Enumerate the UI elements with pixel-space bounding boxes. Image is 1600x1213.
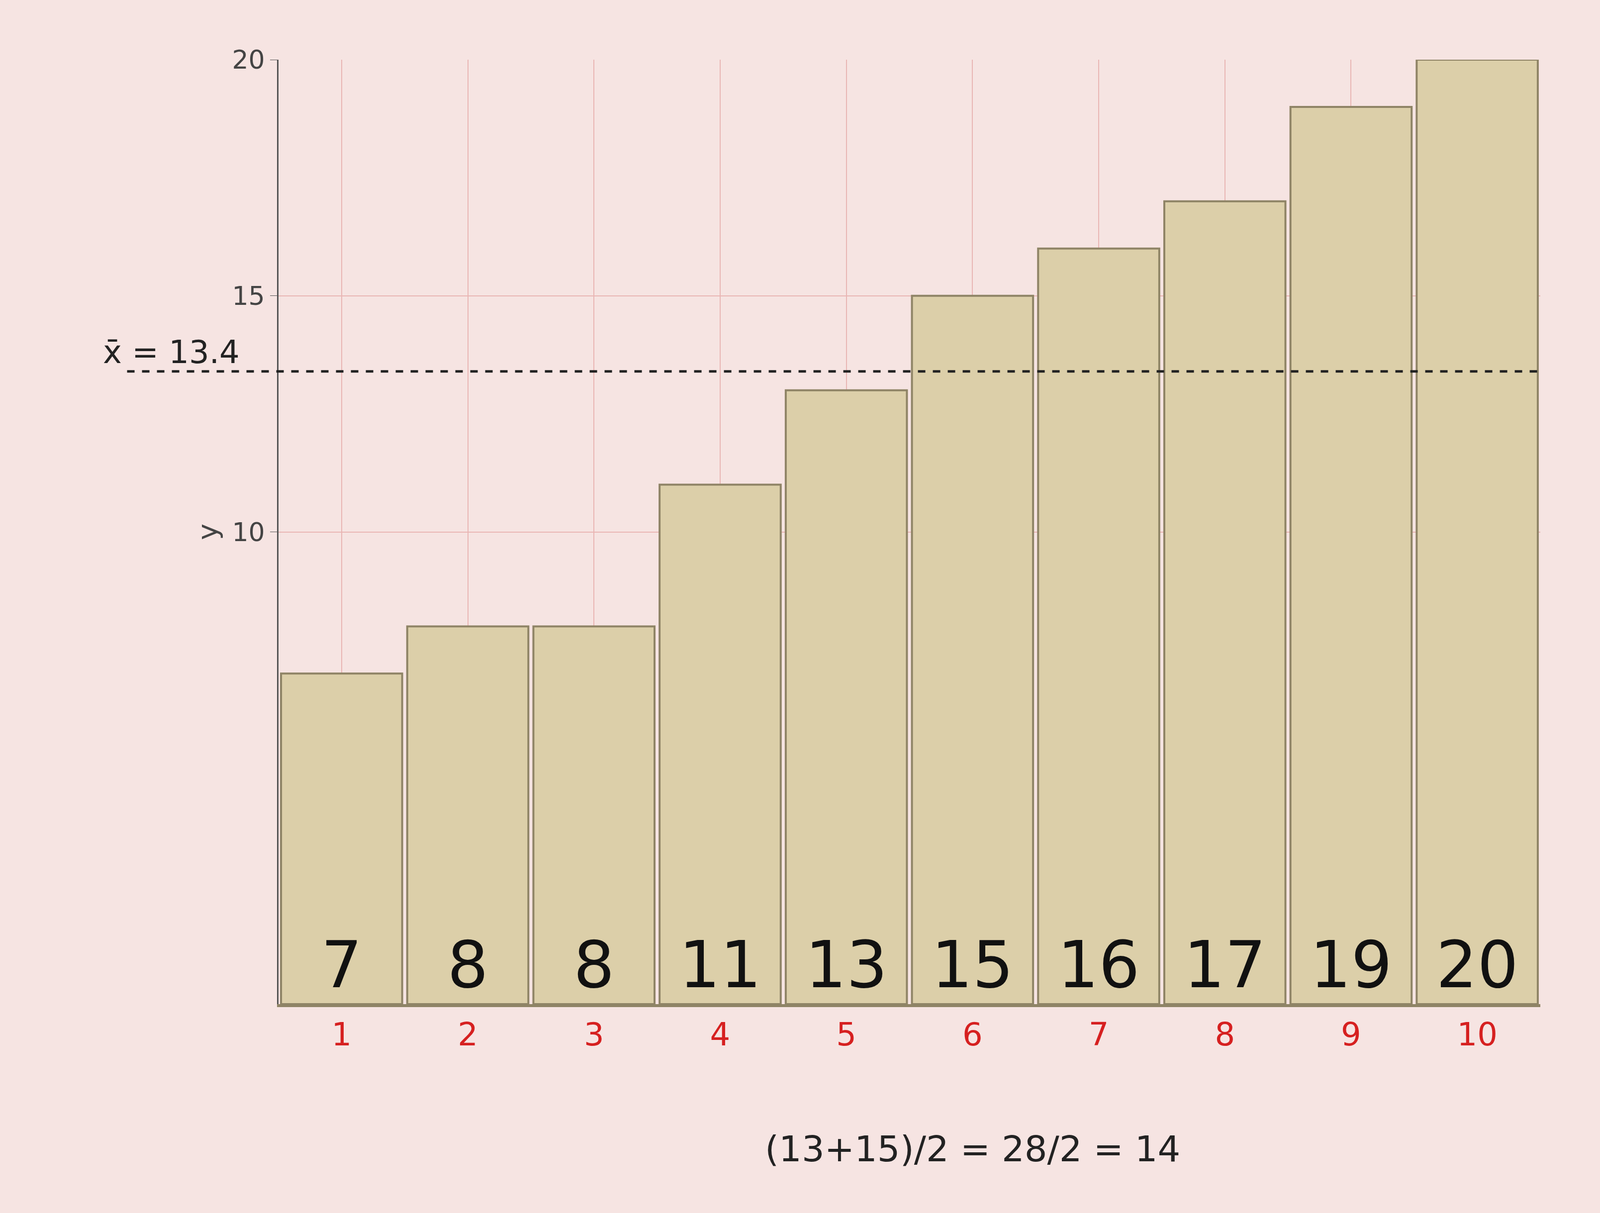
svg-text:19: 19 [1310,927,1393,1003]
svg-text:8: 8 [573,927,615,1003]
svg-text:5: 5 [836,1016,857,1053]
svg-text:y: y [190,523,224,541]
svg-text:7: 7 [1088,1016,1110,1053]
svg-text:7: 7 [320,927,363,1003]
svg-text:15: 15 [931,927,1014,1003]
svg-text:9: 9 [1340,1016,1362,1053]
svg-text:6: 6 [962,1016,983,1053]
svg-text:13: 13 [805,927,888,1003]
svg-text:11: 11 [678,927,761,1003]
svg-text:17: 17 [1183,927,1266,1003]
svg-text:x̄ = 13.4: x̄ = 13.4 [102,333,240,371]
svg-text:4: 4 [710,1016,731,1053]
svg-text:20: 20 [1435,927,1518,1003]
svg-text:3: 3 [583,1016,605,1053]
svg-text:1: 1 [331,1016,352,1053]
svg-text:8: 8 [1214,1016,1235,1053]
svg-text:10: 10 [231,517,265,548]
svg-text:2: 2 [457,1016,478,1053]
svg-text:10: 10 [1456,1016,1498,1053]
svg-text:16: 16 [1057,927,1140,1003]
svg-text:8: 8 [447,927,489,1003]
svg-text:15: 15 [231,281,265,311]
svg-text:(13+15)/2 = 28/2 = 14: (13+15)/2 = 28/2 = 14 [764,1128,1181,1170]
svg-text:20: 20 [231,44,265,75]
